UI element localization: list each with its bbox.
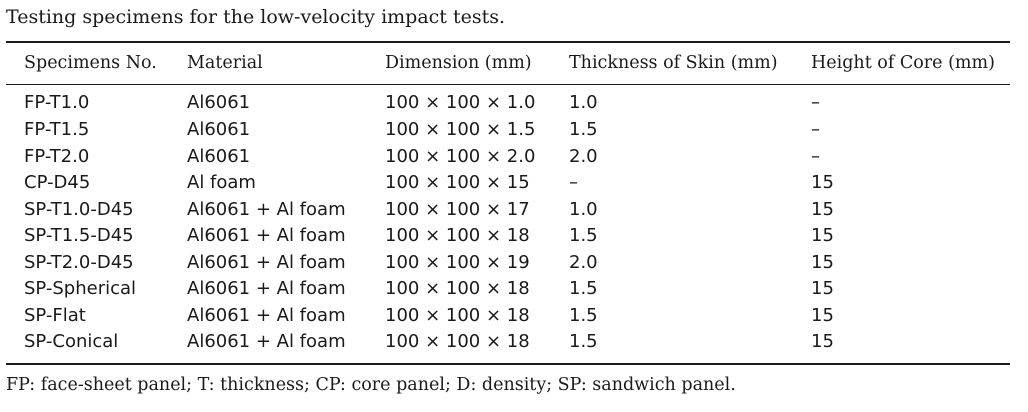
table-row: FP-T1.0 Al6061 100 × 100 × 1.0 1.0 – (0, 91, 1028, 117)
cell-thickness: 1.5 (569, 225, 598, 246)
cell-specimen: SP-Conical (24, 331, 119, 352)
header-material: Material (187, 53, 263, 73)
cell-material: Al6061 + Al foam (187, 199, 346, 220)
cell-dimension: 100 × 100 × 1.5 (385, 119, 536, 140)
header-dimension: Dimension (mm) (385, 53, 532, 73)
cell-specimen: FP-T1.5 (24, 119, 90, 140)
cell-dimension: 100 × 100 × 15 (385, 172, 530, 193)
cell-thickness: 1.0 (569, 199, 598, 220)
cell-material: Al6061 + Al foam (187, 225, 346, 246)
table-row: SP-Spherical Al6061 + Al foam 100 × 100 … (0, 277, 1028, 303)
cell-thickness: 1.5 (569, 331, 598, 352)
cell-specimen: SP-Spherical (24, 278, 137, 299)
cell-height: 15 (811, 278, 834, 299)
cell-thickness: 2.0 (569, 146, 598, 167)
cell-material: Al6061 + Al foam (187, 278, 346, 299)
table-row: FP-T2.0 Al6061 100 × 100 × 2.0 2.0 – (0, 145, 1028, 171)
cell-dimension: 100 × 100 × 18 (385, 331, 530, 352)
cell-specimen: SP-T2.0-D45 (24, 252, 134, 273)
cell-material: Al6061 + Al foam (187, 305, 346, 326)
cell-thickness: – (569, 172, 578, 193)
cell-height: 15 (811, 225, 834, 246)
cell-specimen: SP-T1.5-D45 (24, 225, 134, 246)
cell-height: 15 (811, 305, 834, 326)
table-row: CP-D45 Al foam 100 × 100 × 15 – 15 (0, 171, 1028, 197)
cell-thickness: 1.5 (569, 119, 598, 140)
cell-height: 15 (811, 199, 834, 220)
table-row: SP-Conical Al6061 + Al foam 100 × 100 × … (0, 330, 1028, 356)
cell-dimension: 100 × 100 × 18 (385, 278, 530, 299)
cell-dimension: 100 × 100 × 19 (385, 252, 530, 273)
cell-material: Al6061 + Al foam (187, 252, 346, 273)
header-height-of-core: Height of Core (mm) (811, 53, 995, 73)
cell-material: Al6061 (187, 146, 251, 167)
cell-specimen: FP-T1.0 (24, 92, 90, 113)
table-row: SP-T1.5-D45 Al6061 + Al foam 100 × 100 ×… (0, 224, 1028, 250)
cell-height: – (811, 146, 820, 167)
table-caption: Testing specimens for the low-velocity i… (6, 6, 506, 28)
table-row: SP-T1.0-D45 Al6061 + Al foam 100 × 100 ×… (0, 198, 1028, 224)
cell-specimen: SP-Flat (24, 305, 86, 326)
cell-specimen: SP-T1.0-D45 (24, 199, 134, 220)
cell-thickness: 1.5 (569, 278, 598, 299)
cell-material: Al foam (187, 172, 256, 193)
cell-height: – (811, 92, 820, 113)
cell-specimen: FP-T2.0 (24, 146, 90, 167)
cell-material: Al6061 (187, 92, 251, 113)
header-specimens-no: Specimens No. (24, 53, 157, 73)
cell-dimension: 100 × 100 × 2.0 (385, 146, 536, 167)
cell-height: 15 (811, 252, 834, 273)
table-row: SP-Flat Al6061 + Al foam 100 × 100 × 18 … (0, 304, 1028, 330)
cell-material: Al6061 (187, 119, 251, 140)
table-row: SP-T2.0-D45 Al6061 + Al foam 100 × 100 ×… (0, 251, 1028, 277)
cell-dimension: 100 × 100 × 17 (385, 199, 530, 220)
cell-thickness: 1.5 (569, 305, 598, 326)
cell-height: 15 (811, 331, 834, 352)
header-thickness-of-skin: Thickness of Skin (mm) (569, 53, 778, 73)
table-top-rule (6, 41, 1010, 43)
cell-thickness: 2.0 (569, 252, 598, 273)
cell-specimen: CP-D45 (24, 172, 91, 193)
cell-dimension: 100 × 100 × 18 (385, 305, 530, 326)
table-row: FP-T1.5 Al6061 100 × 100 × 1.5 1.5 – (0, 118, 1028, 144)
table-bottom-rule (6, 363, 1010, 365)
cell-thickness: 1.0 (569, 92, 598, 113)
cell-height: 15 (811, 172, 834, 193)
table-header-rule (6, 84, 1010, 85)
table-footnote: FP: face-sheet panel; T: thickness; CP: … (6, 375, 736, 395)
cell-dimension: 100 × 100 × 1.0 (385, 92, 536, 113)
cell-material: Al6061 + Al foam (187, 331, 346, 352)
cell-dimension: 100 × 100 × 18 (385, 225, 530, 246)
cell-height: – (811, 119, 820, 140)
